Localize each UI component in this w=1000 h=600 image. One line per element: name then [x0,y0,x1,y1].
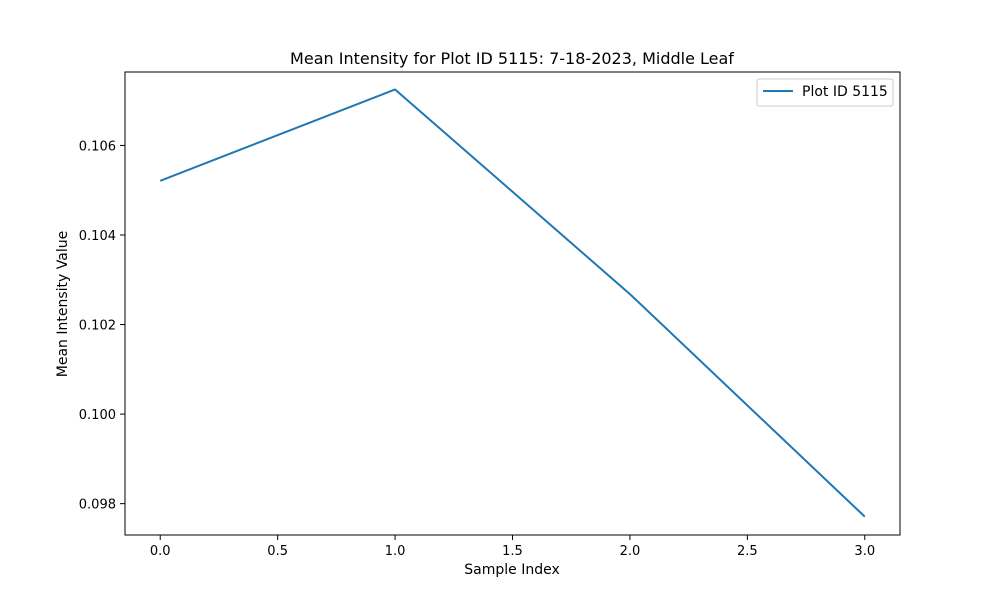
y-axis-ticks: 0.098 0.100 0.102 0.104 0.106 [79,139,125,513]
series-layer [159,88,866,518]
chart-title: Mean Intensity for Plot ID 5115: 7-18-20… [290,49,734,68]
x-tick-label: 0.0 [150,544,171,559]
y-tick-label: 0.098 [79,498,116,513]
legend: Plot ID 5115 [756,78,894,107]
x-tick-label: 2.5 [737,544,758,559]
legend-box [756,78,894,107]
plot-area: 0.0 0.5 1.0 1.5 2.0 2.5 3.0 0.098 0.100 0.102 0.1… [79,71,901,559]
x-tick-label: 0.5 [267,544,288,559]
y-axis-label: Mean Intensity Value [55,231,71,377]
x-tick-label: 2.0 [620,544,641,559]
series-line [159,88,866,518]
x-tick-label: 1.0 [385,544,406,559]
x-tick-label: 3.0 [854,544,875,559]
y-tick-label: 0.104 [79,229,116,244]
legend-label: Plot ID 5115 [802,84,888,100]
x-axis-label: Sample Index [464,562,559,578]
x-tick-label: 1.5 [502,544,523,559]
axes-frame [124,71,901,536]
y-tick-label: 0.102 [79,319,116,334]
y-tick-label: 0.106 [79,139,116,154]
y-tick-label: 0.100 [79,408,116,423]
x-axis-ticks: 0.0 0.5 1.0 1.5 2.0 2.5 3.0 [150,535,875,559]
